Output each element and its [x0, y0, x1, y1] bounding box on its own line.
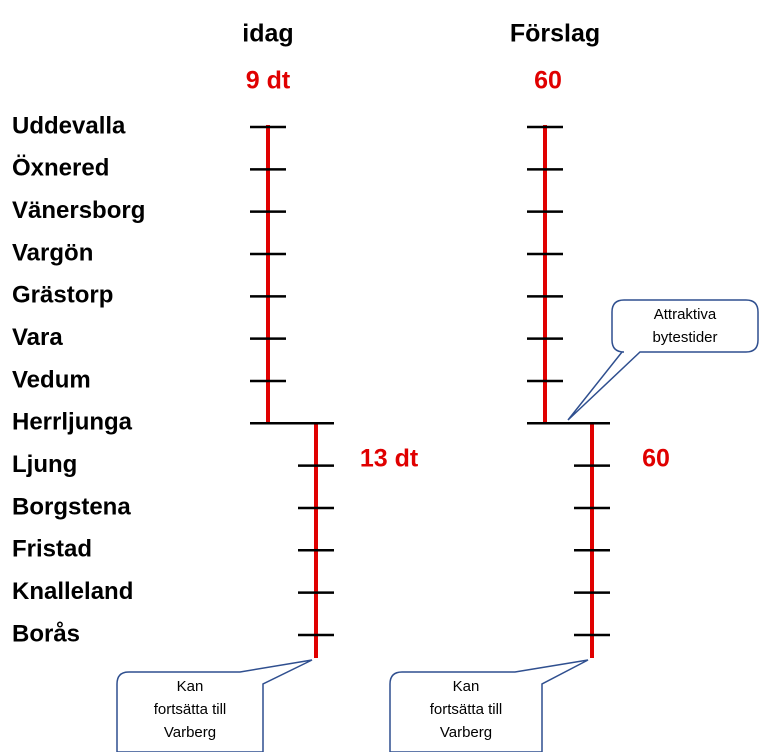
callout-text: Attraktiva [654, 306, 717, 323]
station-name: Uddevalla [12, 112, 126, 139]
station-name: Vänersborg [12, 197, 145, 224]
station-name: Vedum [12, 366, 91, 393]
column-header: idag [242, 20, 293, 48]
callout-text: Varberg [164, 724, 216, 741]
frequency-label: 60 [642, 445, 670, 473]
station-name: Öxnered [12, 155, 109, 182]
station-name: Borås [12, 620, 80, 647]
station-name: Grästorp [12, 282, 113, 309]
station-name: Ljung [12, 451, 77, 478]
station-name: Borgstena [12, 493, 131, 520]
station-name: Herrljunga [12, 409, 133, 436]
frequency-label: 13 dt [360, 445, 419, 473]
callout-text: Kan [453, 678, 480, 695]
callout-text: Varberg [440, 724, 492, 741]
callout-text: fortsätta till [154, 701, 227, 718]
frequency-label: 60 [534, 67, 562, 95]
station-name: Knalleland [12, 578, 133, 605]
column-header: Förslag [510, 20, 600, 48]
callout [116, 299, 759, 752]
station-name: Vara [12, 324, 63, 351]
callout-text: fortsätta till [430, 701, 503, 718]
frequency-label: 9 dt [246, 67, 291, 95]
callout-text: Kan [177, 678, 204, 695]
station-name: Fristad [12, 536, 92, 563]
callout-text: bytestider [652, 329, 717, 346]
station-name: Vargön [12, 239, 93, 266]
